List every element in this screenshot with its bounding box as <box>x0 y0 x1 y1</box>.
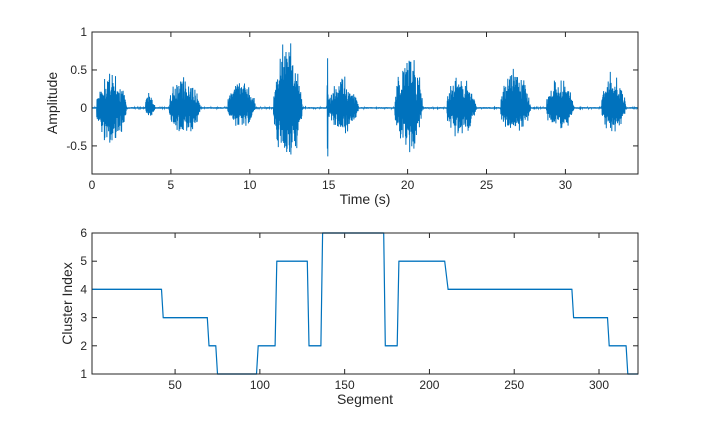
x-tick-label: 50 <box>168 378 182 392</box>
y-tick-label: 6 <box>80 226 87 240</box>
axes-box <box>91 232 639 375</box>
y-tick-label: 5 <box>80 254 87 268</box>
plot-area <box>92 233 638 374</box>
y-axis-label: Amplitude <box>44 72 60 134</box>
x-tick-label: 5 <box>168 178 175 192</box>
waveform-axes: 0 5 10 15 20 25 30 -0.5 0 0.5 1 Time (s) Amplitude <box>44 25 639 207</box>
x-tick-label: 30 <box>559 178 573 192</box>
x-tick-label: 20 <box>401 178 415 192</box>
x-axis-label: Segment <box>337 391 393 407</box>
x-tick-label: 250 <box>504 378 524 392</box>
x-tick-label: 0 <box>89 178 96 192</box>
y-tick-label: 0.5 <box>70 63 87 77</box>
y-tick-label: 0 <box>80 101 87 115</box>
x-tick-label: 10 <box>243 178 257 192</box>
x-tick-label: 25 <box>480 178 494 192</box>
y-tick-label: 1 <box>80 25 87 39</box>
x-tick-label: 300 <box>589 378 609 392</box>
waveform-line <box>92 43 638 157</box>
x-tick-label: 200 <box>419 378 439 392</box>
x-tick-label: 150 <box>335 378 355 392</box>
y-axis-label: Cluster Index <box>59 262 75 344</box>
y-tick-label: -0.5 <box>66 139 87 153</box>
x-tick-label: 15 <box>322 178 336 192</box>
x-axis-label: Time (s) <box>340 191 391 207</box>
cluster-axes: 50 100 150 200 250 300 1 2 3 4 5 6 Segment Cluster In… <box>59 226 639 407</box>
y-tick-label: 4 <box>80 282 87 296</box>
axes-box <box>91 31 639 175</box>
y-tick-label: 2 <box>80 339 87 353</box>
y-tick-label: 3 <box>80 311 87 325</box>
x-tick-label: 100 <box>250 378 270 392</box>
y-tick-label: 1 <box>80 367 87 381</box>
